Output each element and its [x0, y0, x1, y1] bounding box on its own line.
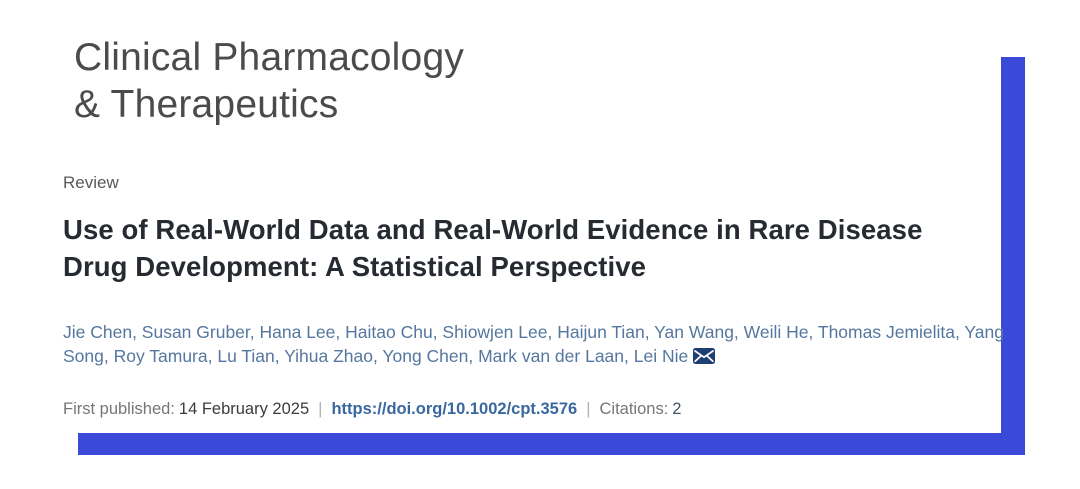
doi-link[interactable]: https://doi.org/10.1002/cpt.3576 [331, 400, 578, 418]
meta-separator: | [586, 400, 591, 418]
journal-logo: Clinical Pharmacology & Therapeutics [74, 34, 464, 128]
first-published-date: 14 February 2025 [178, 400, 310, 418]
meta-separator: | [318, 400, 323, 418]
citations-label: Citations: [599, 400, 669, 418]
author-names[interactable]: Jie Chen, Susan Gruber, Hana Lee, Haitao… [63, 322, 1004, 366]
journal-name-line1: Clinical Pharmacology [74, 36, 465, 79]
email-envelope-icon[interactable] [693, 347, 716, 371]
article-title: Use of Real-World Data and Real-World Ev… [63, 214, 923, 282]
journal-name-line2: & Therapeutics [74, 83, 339, 126]
accent-bar-horizontal [78, 433, 1025, 455]
citations-count[interactable]: 2 [672, 400, 682, 418]
accent-bar-vertical [1001, 57, 1025, 455]
first-published-label: First published: [63, 400, 175, 418]
article-type-label: Review [63, 173, 119, 192]
author-list: Jie Chen, Susan Gruber, Hana Lee, Haitao… [63, 321, 1008, 370]
publication-meta: First published: 14 February 2025 | https:/… [63, 398, 681, 420]
